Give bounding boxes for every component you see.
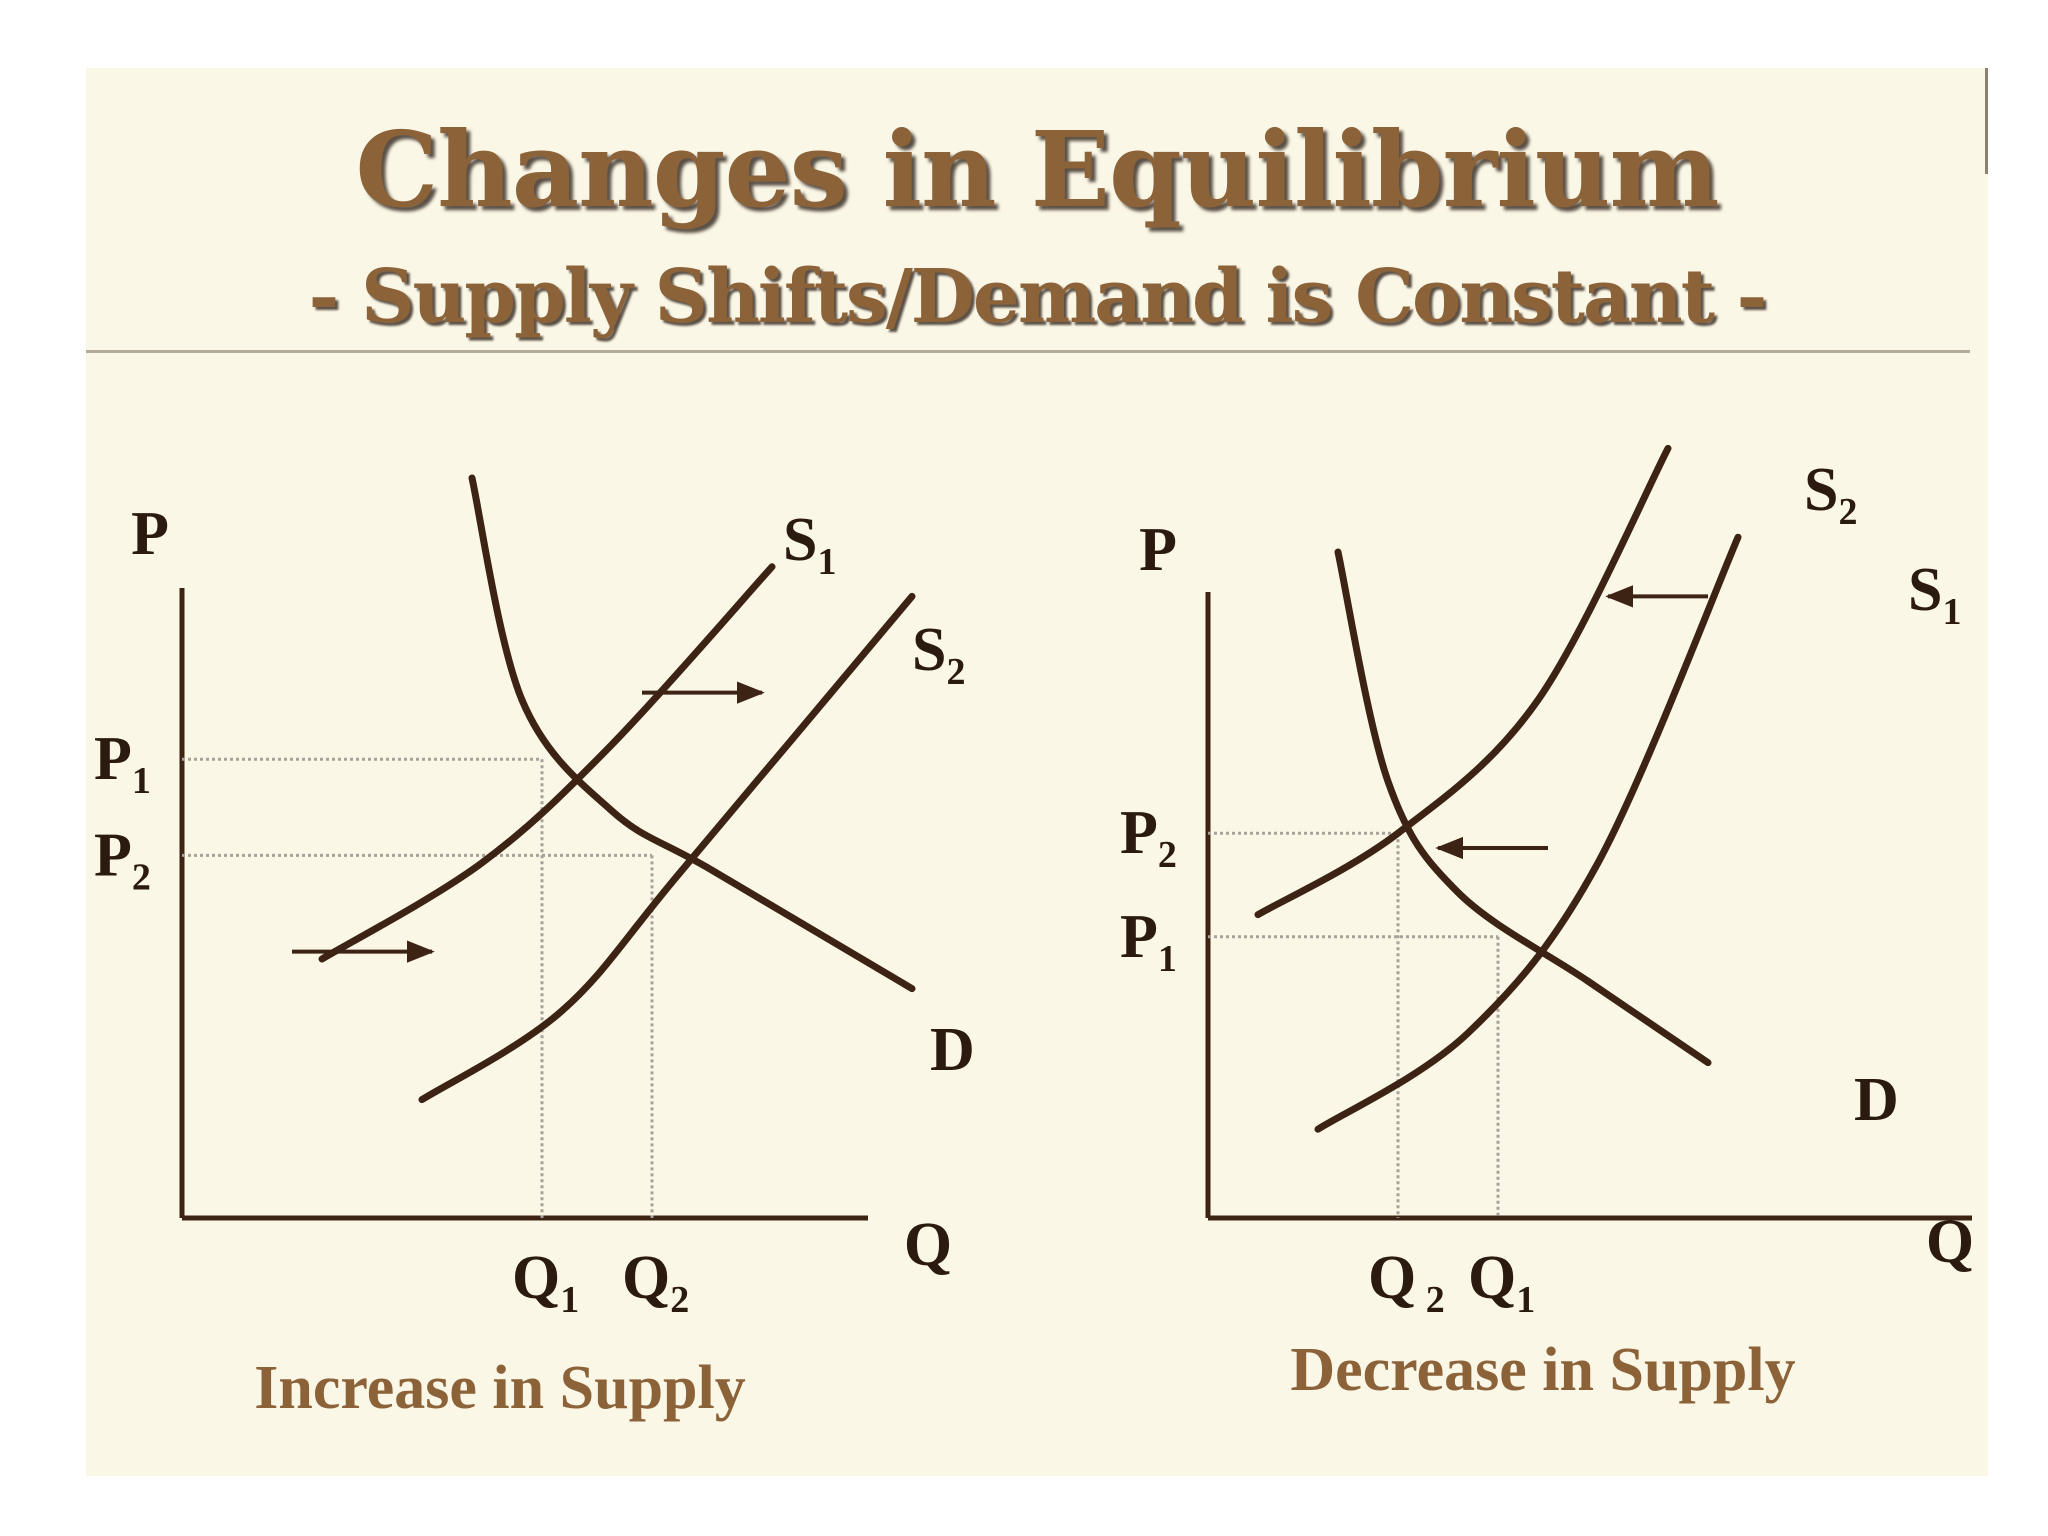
curve-s1 (1314, 533, 1742, 1133)
curve-s1 (318, 563, 776, 963)
price-tick-label: P1 (1120, 903, 1177, 980)
slide: Changes in Equilibrium - Supply Shifts/D… (86, 68, 1988, 1476)
y-axis-label: P (1139, 516, 1177, 584)
y-axis-label: P (131, 500, 169, 568)
curve-s2 (418, 592, 916, 1104)
curve-label-s1: S1 (783, 506, 836, 583)
chart-caption: Increase in Supply (254, 1354, 746, 1422)
chart-caption: Decrease in Supply (1290, 1336, 1795, 1404)
slide-edge (1985, 68, 1988, 174)
curve-d (1334, 548, 1712, 1067)
curve-d (468, 474, 916, 993)
curve-label-d: D (930, 1016, 975, 1084)
curve-label-s2: S2 (912, 616, 965, 693)
price-tick-label: P1 (94, 725, 151, 802)
slide-title: Changes in Equilibrium (355, 108, 1719, 231)
price-tick-label: P2 (94, 821, 151, 898)
quantity-tick-label: Q1 (1468, 1244, 1535, 1321)
quantity-tick-label: Q 2 (1368, 1244, 1445, 1321)
quantity-tick-label: Q2 (622, 1244, 689, 1321)
chart-increase-in-supply: P Q P1 Q1 P2 Q2 S1 S2 D Increase in Supply (94, 474, 975, 1422)
x-axis-label: Q (904, 1211, 952, 1279)
quantity-tick-label: Q1 (512, 1244, 579, 1321)
title-divider (86, 350, 1970, 353)
curve-label-s1: S1 (1908, 556, 1961, 633)
slide-subtitle: - Supply Shifts/Demand is Constant - (308, 254, 1768, 340)
curve-label-d: D (1854, 1066, 1899, 1134)
curve-s2 (1254, 444, 1672, 919)
price-tick-label: P2 (1120, 799, 1177, 876)
curve-label-s2: S2 (1804, 456, 1857, 533)
x-axis-label: Q (1926, 1208, 1974, 1276)
chart-decrease-in-supply: P Q P2 Q 2 P1 Q1 S2 S1 D Decrease in Supply (1120, 444, 1974, 1404)
